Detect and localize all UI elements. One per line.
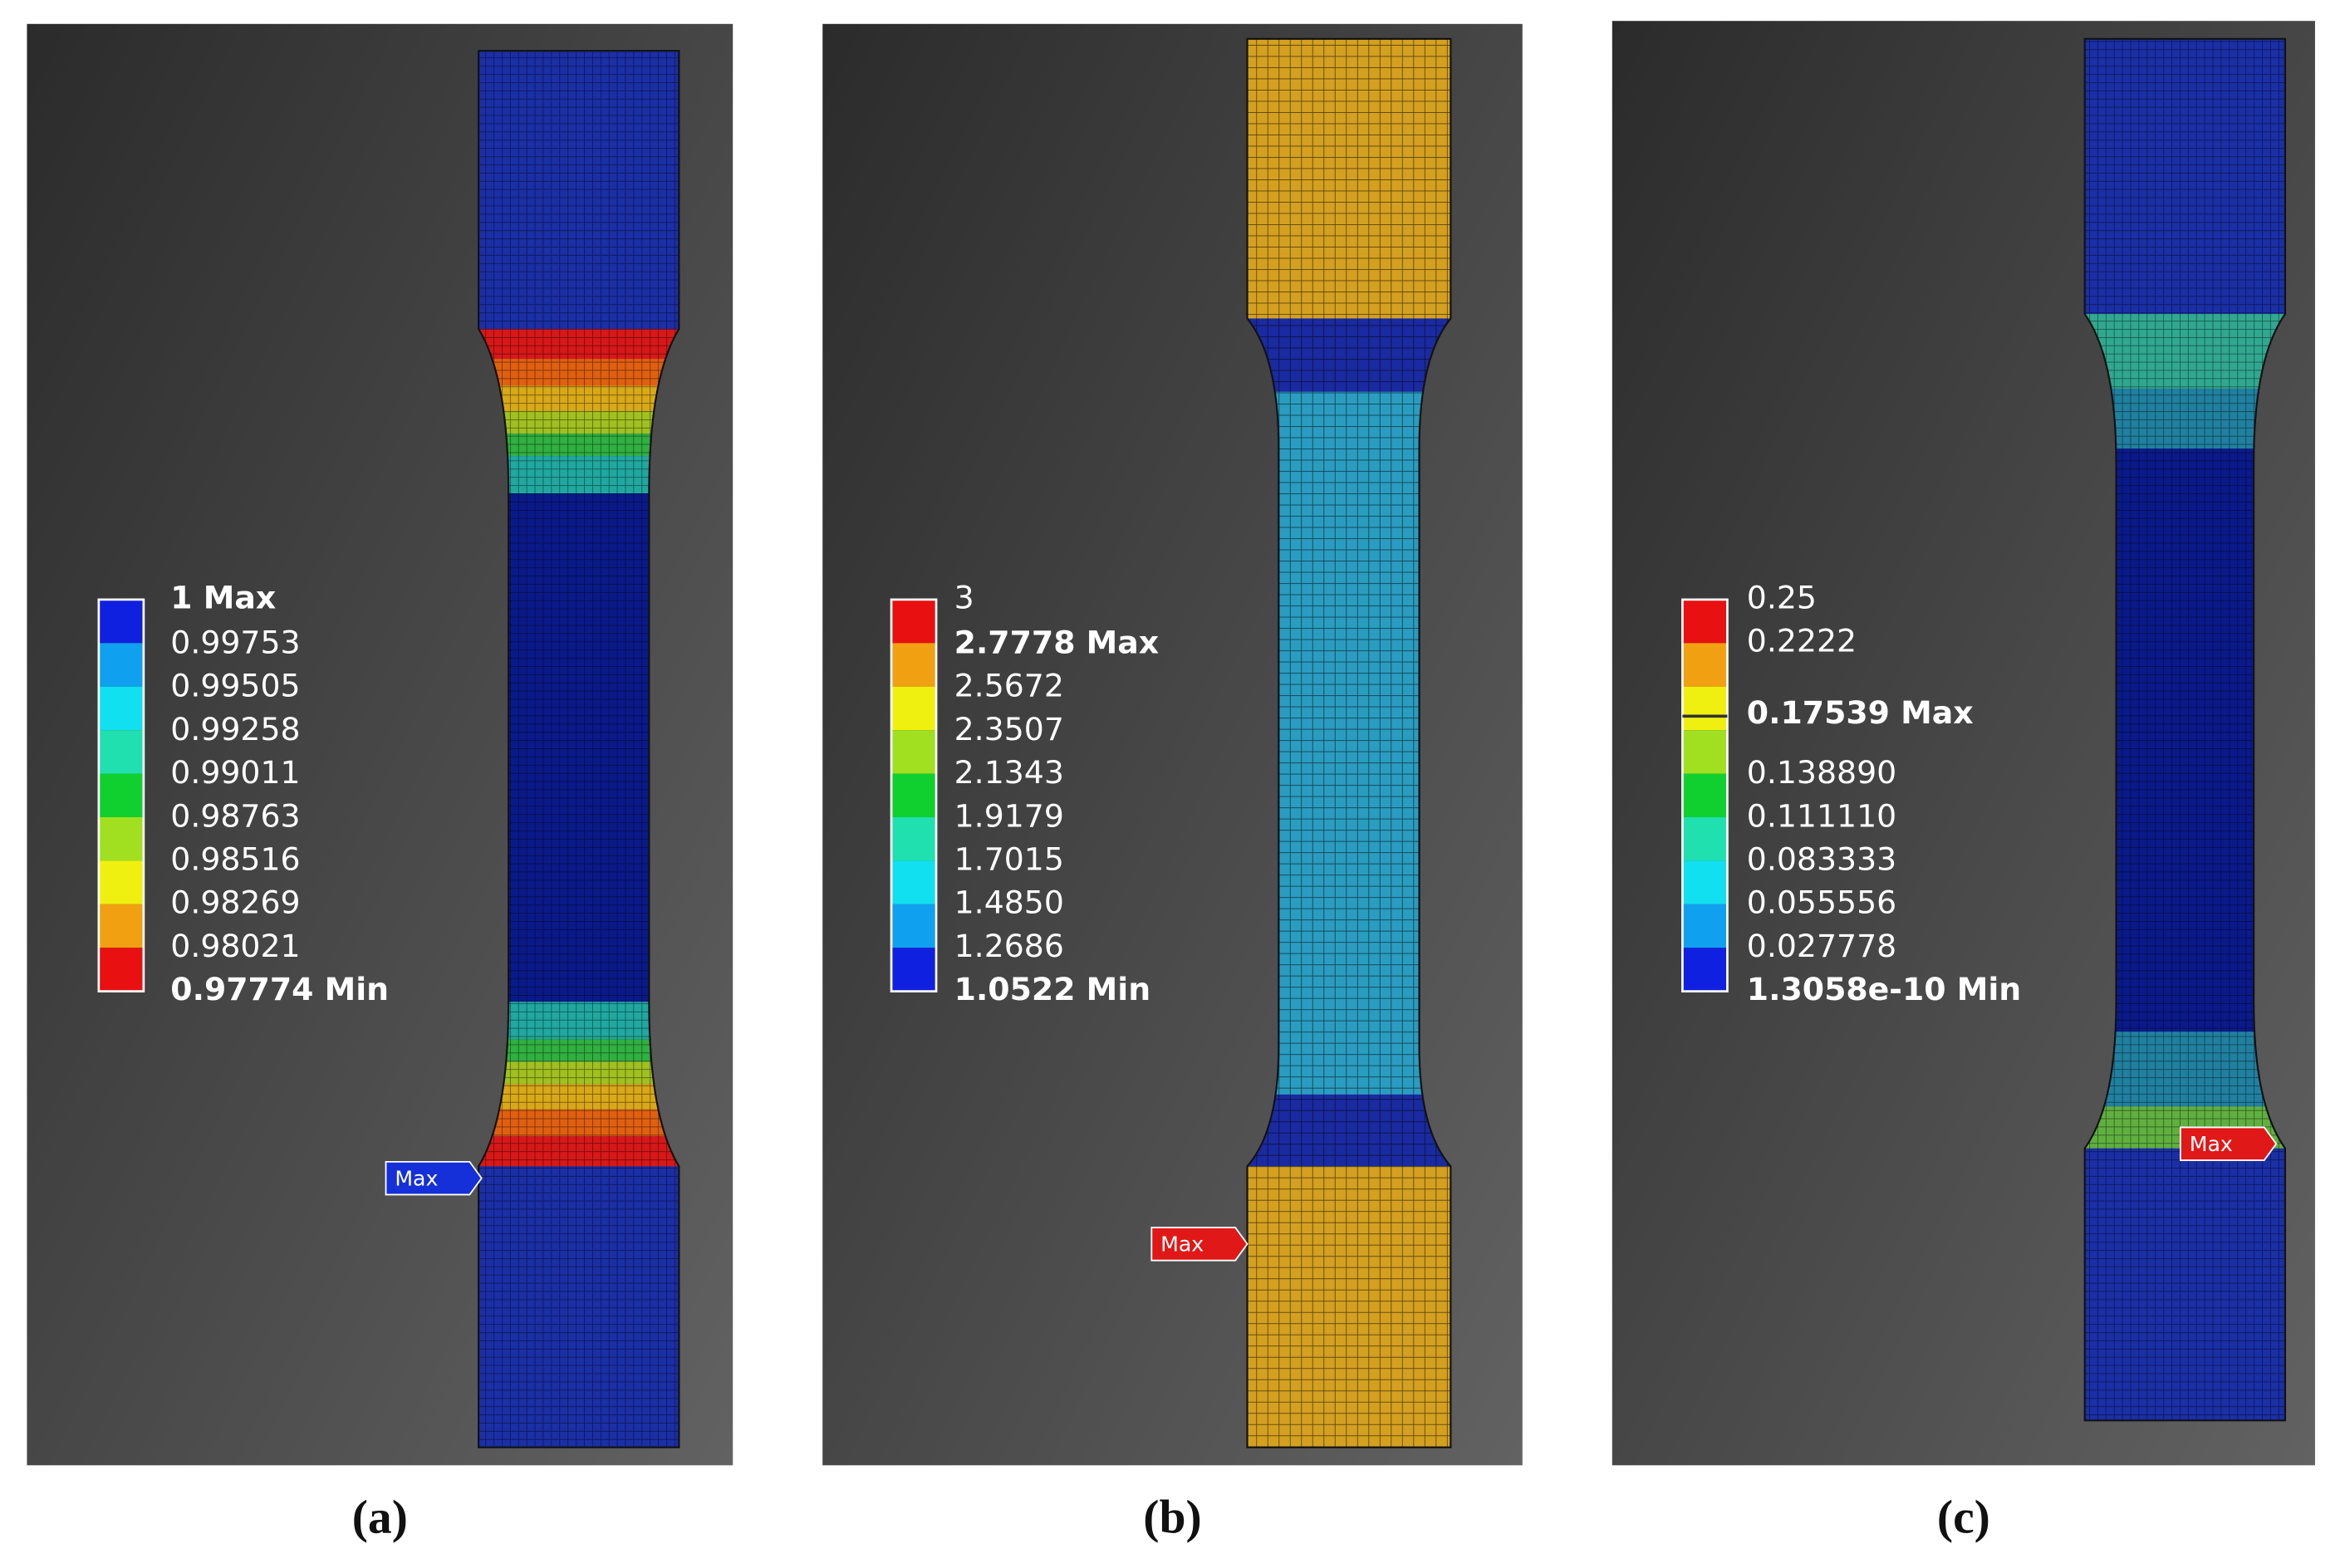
mesh	[478, 51, 679, 1448]
legend-swatch	[891, 948, 937, 992]
legend-swatch	[98, 730, 144, 774]
legend-swatch	[98, 643, 144, 687]
legend-swatch	[98, 860, 144, 904]
legend-swatch	[891, 643, 937, 687]
legend-swatch	[1682, 860, 1728, 904]
legend-label: 1.7015	[954, 840, 1064, 877]
legend-label: 2.5672	[954, 668, 1064, 704]
legend-swatch	[891, 816, 937, 861]
legend-label: 1 Max	[170, 579, 276, 615]
legend-label: 0.138890	[1747, 754, 1896, 791]
legend-label: 0.17539 Max	[1747, 694, 1974, 731]
legend-label: 0.98763	[170, 797, 300, 834]
legend-swatch	[1682, 686, 1728, 731]
legend-label: 0.98269	[170, 884, 300, 921]
legend-label: 0.97774 Min	[170, 971, 389, 1007]
specimen-outline	[478, 50, 680, 1448]
caption: (c)	[1937, 1491, 1990, 1543]
legend-label: 0.111110	[1747, 797, 1896, 834]
legend-label: 0.99258	[170, 711, 300, 747]
legend-swatch	[891, 860, 937, 904]
legend-label: 2.1343	[954, 754, 1064, 791]
specimen	[2084, 38, 2285, 1421]
legend-label: 0.083333	[1747, 840, 1896, 877]
legend-label: 1.0522 Min	[954, 971, 1151, 1007]
specimen	[1247, 38, 1451, 1448]
legend-swatch	[891, 686, 937, 731]
legend-label: 0.99753	[170, 624, 300, 660]
legend-label: 0.98021	[170, 928, 300, 964]
legend-label: 0.027778	[1747, 928, 1896, 964]
caption: (a)	[352, 1491, 408, 1543]
legend-label: 1.3058e-10 Min	[1747, 971, 2021, 1007]
legend-label: 0.98516	[170, 840, 300, 877]
legend-label: 0.25	[1747, 579, 1817, 615]
mesh	[1247, 38, 1451, 1448]
legend-swatch	[891, 773, 937, 817]
legend-swatch	[98, 686, 144, 731]
legend-swatch	[891, 904, 937, 948]
max-marker	[385, 1160, 483, 1196]
legend-swatch	[1682, 773, 1728, 817]
legend-label: 0.2222	[1747, 623, 1857, 659]
legend-label: 1.9179	[954, 797, 1064, 834]
legend-frame	[1681, 598, 1729, 992]
max-marker-label: Max	[2190, 1132, 2233, 1156]
legend-swatch	[98, 948, 144, 992]
legend-swatch	[98, 599, 144, 644]
legend-label: 1.2686	[954, 928, 1064, 964]
max-marker-label: Max	[1160, 1232, 1204, 1257]
legend-label: 0.99011	[170, 754, 300, 791]
legend-swatch	[1682, 643, 1728, 687]
legend-swatch	[1682, 948, 1728, 992]
max-marker-label: Max	[395, 1166, 438, 1190]
legend-frame	[890, 598, 938, 992]
legend-swatch	[891, 599, 937, 644]
legend-label: 3	[954, 579, 974, 615]
max-marker	[2180, 1126, 2278, 1161]
legend-swatch	[1682, 816, 1728, 861]
legend-label: 0.99505	[170, 668, 300, 704]
legend-frame	[97, 598, 145, 992]
legend-swatch	[98, 816, 144, 861]
legend-label: 2.3507	[954, 711, 1064, 747]
legend-swatch	[1682, 599, 1728, 644]
specimen-outline	[1246, 37, 1452, 1448]
legend-label: 2.7778 Max	[954, 624, 1160, 660]
legend-swatch	[1682, 730, 1728, 774]
caption: (b)	[1143, 1491, 1201, 1543]
legend-label: 0.055556	[1747, 884, 1896, 921]
legend-swatch	[98, 773, 144, 817]
mesh	[2084, 38, 2285, 1421]
max-marker	[1150, 1227, 1249, 1262]
legend-swatch	[1682, 904, 1728, 948]
legend-swatch	[891, 730, 937, 774]
legend-label: 1.4850	[954, 884, 1064, 921]
specimen	[478, 51, 679, 1448]
specimen-outline	[2083, 37, 2287, 1422]
legend-swatch	[98, 904, 144, 948]
